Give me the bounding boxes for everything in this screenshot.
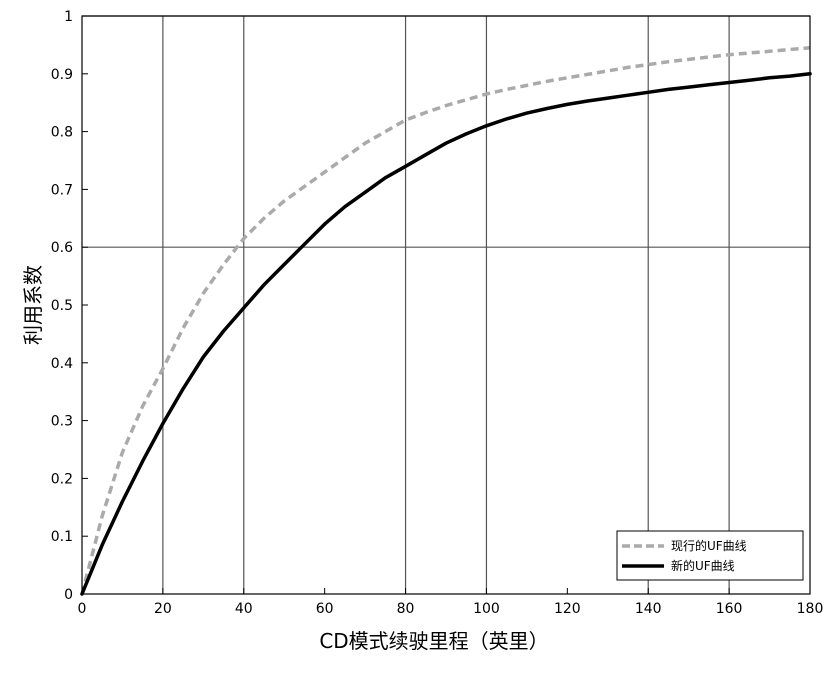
x-tick-label: 40: [235, 601, 253, 617]
legend: 现行的UF曲线 新的UF曲线: [616, 530, 804, 581]
series-line-new-uf: [80, 72, 812, 596]
y-tick-label: 1: [64, 9, 73, 25]
y-tick-label: 0.6: [51, 240, 73, 256]
y-tick-label: 0.5: [51, 298, 73, 314]
x-tick-label: 180: [797, 601, 824, 617]
x-tick-label: 60: [316, 601, 334, 617]
y-tick-label: 0.1: [51, 529, 73, 545]
x-tick-label: 0: [78, 601, 87, 617]
y-tick-label: 0.8: [51, 125, 73, 141]
x-tick-label: 160: [716, 601, 743, 617]
x-axis-title: CD模式续驶里程（英里）: [319, 629, 548, 653]
x-tick-label: 80: [397, 601, 415, 617]
y-axis-ticks: 0 0.1 0.2 0.3 0.4 0.5 0.6 0.7 0.8 0.9 1: [51, 9, 88, 603]
y-tick-label: 0: [64, 587, 73, 603]
y-axis-title: 利用系数: [21, 265, 45, 345]
legend-label-current: 现行的UF曲线: [671, 538, 747, 553]
x-tick-label: 20: [154, 601, 172, 617]
x-axis-ticks: 0 20 40 60 80 100 120 140 160 180: [78, 588, 824, 617]
y-tick-label: 0.2: [51, 471, 73, 487]
y-tick-label: 0.3: [51, 414, 73, 430]
grid-lines: [82, 15, 810, 594]
legend-label-new: 新的UF曲线: [671, 558, 735, 573]
y-tick-label: 0.9: [51, 67, 73, 83]
legend-box: [616, 530, 804, 581]
series-lines: [80, 46, 812, 596]
plot-background: [82, 16, 810, 594]
y-tick-label: 0.7: [51, 182, 73, 198]
y-tick-label: 0.4: [51, 356, 73, 372]
x-tick-label: 100: [473, 601, 500, 617]
x-tick-label: 120: [554, 601, 581, 617]
series-line-current-uf: [80, 46, 811, 595]
x-tick-label: 140: [635, 601, 662, 617]
